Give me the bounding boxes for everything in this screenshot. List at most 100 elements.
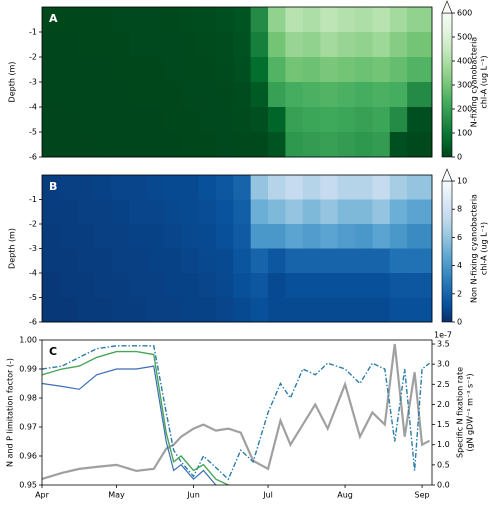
x-tick-label: Jun: [186, 491, 200, 500]
heat-cell: [94, 297, 112, 323]
plot-area: [42, 343, 431, 485]
heat-cell: [268, 32, 286, 58]
heat-cell: [407, 107, 433, 133]
series-line: [42, 345, 430, 481]
y2-axis-label: Specific N fixation rate: [456, 367, 465, 458]
heat-cell: [250, 273, 269, 298]
heat-cell: [94, 248, 112, 274]
heat-cell: [215, 273, 234, 298]
heat-cell: [42, 32, 60, 58]
heat-cell: [198, 32, 217, 58]
heat-cell: [372, 248, 391, 274]
heat-cell: [128, 175, 147, 200]
y-tick-label: 0.99: [19, 365, 37, 374]
heat-cell: [42, 248, 60, 274]
heat-cell: [215, 248, 234, 274]
heat-cell: [372, 107, 391, 133]
heat-cell: [268, 107, 286, 133]
heat-cell: [250, 224, 269, 249]
heat-cell: [146, 297, 165, 323]
heat-cell: [250, 32, 269, 58]
heat-cell: [389, 273, 408, 298]
heat-cell: [215, 199, 234, 225]
heat-cell: [163, 224, 182, 249]
heat-cell: [354, 7, 373, 33]
y2-tick-label: 0.0: [437, 481, 450, 490]
heat-cell: [302, 199, 321, 225]
heat-cell: [233, 224, 252, 249]
colorbar-tick-label: 200: [457, 105, 472, 114]
heat-cell: [320, 7, 339, 33]
heat-cell: [215, 297, 234, 323]
y-tick-label: -1: [29, 28, 37, 37]
heat-cell: [163, 57, 182, 83]
heat-cell: [302, 132, 321, 158]
colorbar-tick-label: 300: [457, 81, 472, 90]
heat-cell: [94, 7, 112, 33]
heat-cell: [111, 273, 130, 298]
y2-offset: 1e-7: [434, 331, 452, 340]
colorbar-label: chl-A (ug L⁻¹): [480, 55, 489, 108]
heat-cell: [128, 199, 147, 225]
heat-cell: [389, 32, 408, 58]
heat-cell: [198, 199, 217, 225]
heat-cell: [94, 224, 112, 249]
y2-tick-label: 2.5: [437, 380, 450, 389]
heat-cell: [163, 199, 182, 225]
heat-cell: [233, 132, 252, 158]
heat-cell: [302, 273, 321, 298]
y-tick-label: -6: [29, 318, 37, 327]
y2-tick-label: 1.5: [437, 420, 450, 429]
heat-cell: [128, 248, 147, 274]
heat-cell: [302, 57, 321, 83]
x-tick-label: May: [108, 491, 125, 500]
heat-cell: [215, 107, 234, 133]
y-tick-label: 0.96: [19, 452, 37, 461]
heat-cell: [268, 297, 286, 323]
heat-cell: [215, 224, 234, 249]
heat-cell: [198, 7, 217, 33]
heat-cell: [198, 175, 217, 200]
heat-cell: [407, 199, 433, 225]
heat-cell: [198, 82, 217, 108]
heat-cell: [198, 248, 217, 274]
heat-cell: [233, 273, 252, 298]
colorbar: [441, 180, 453, 323]
heat-cell: [42, 82, 60, 108]
colorbar-tick-label: 0: [457, 318, 462, 327]
heat-cell: [198, 132, 217, 158]
heat-cell: [354, 273, 373, 298]
heat-cell: [181, 175, 199, 200]
heat-cell: [302, 297, 321, 323]
heat-cell: [250, 297, 269, 323]
y-tick-label: -6: [29, 153, 37, 162]
colorbar-tick-label: 8: [457, 205, 462, 214]
y-tick-label: -4: [29, 269, 37, 278]
heat-cell: [76, 297, 95, 323]
heat-cell: [111, 32, 130, 58]
y-tick-label: -3: [29, 78, 37, 87]
heat-cell: [42, 297, 60, 323]
heat-cell: [320, 82, 339, 108]
heat-cell: [94, 57, 112, 83]
heat-cell: [389, 297, 408, 323]
heat-cell: [302, 248, 321, 274]
heat-cell: [181, 107, 199, 133]
heat-cell: [59, 7, 78, 33]
heat-cell: [320, 248, 339, 274]
heat-cell: [198, 57, 217, 83]
colorbar-tick-label: 0: [457, 153, 462, 162]
x-tick-label: Sep: [415, 491, 430, 500]
x-tick-label: Aug: [337, 491, 353, 500]
heat-cell: [268, 273, 286, 298]
heat-cell: [146, 107, 165, 133]
heat-cell: [111, 132, 130, 158]
heat-cell: [372, 175, 391, 200]
colorbar-tick-label: 10: [457, 177, 467, 186]
heat-cell: [372, 32, 391, 58]
colorbar-tick-label: 100: [457, 129, 472, 138]
heat-cell: [163, 248, 182, 274]
heat-cell: [268, 57, 286, 83]
heat-cell: [94, 199, 112, 225]
heat-cell: [320, 107, 339, 133]
